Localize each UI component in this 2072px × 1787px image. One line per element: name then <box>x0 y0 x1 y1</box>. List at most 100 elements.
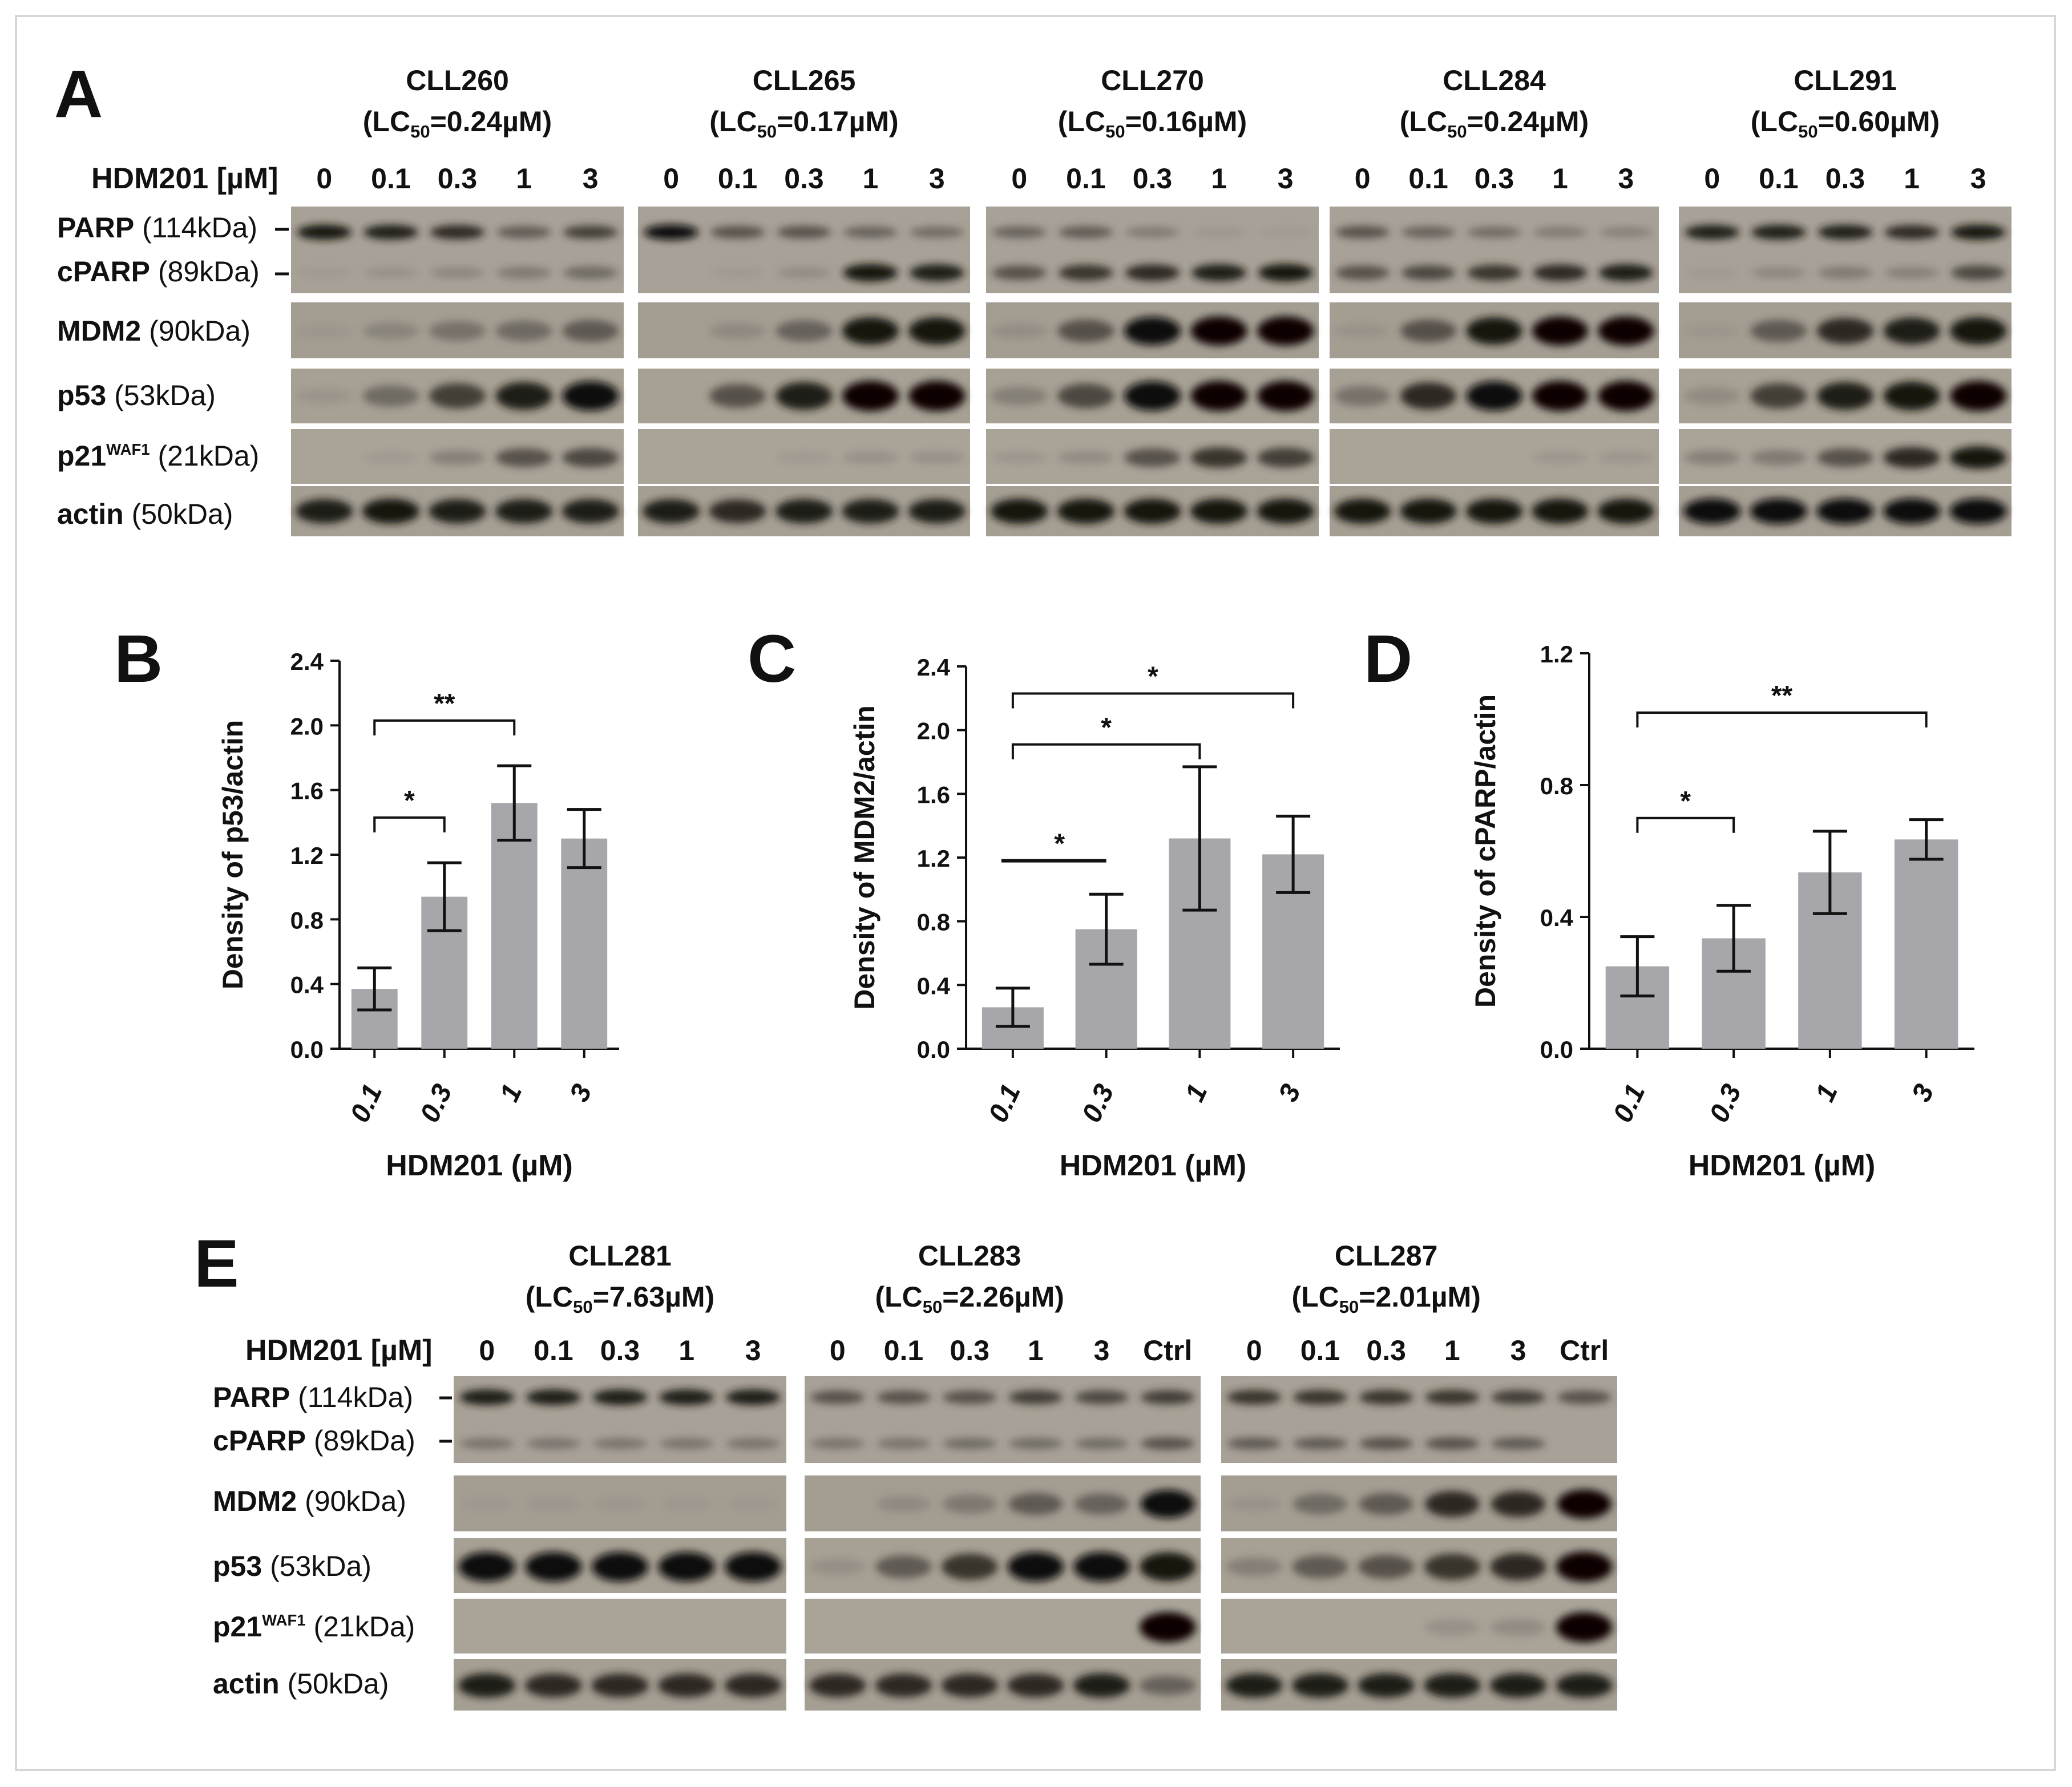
x-axis-label: HDM201 (µM) <box>386 1149 573 1182</box>
band-cparp <box>563 266 618 280</box>
band-parp-e <box>1293 1390 1347 1405</box>
band-parp <box>496 226 551 238</box>
band-parp <box>1598 227 1653 237</box>
dose-e: Ctrl <box>1143 1335 1192 1366</box>
lc-prefix: (LC <box>1058 106 1105 138</box>
x-tick-label: 3 <box>1906 1080 1940 1106</box>
band-mdm2-e <box>1557 1489 1611 1519</box>
band-cparp-e <box>1293 1437 1347 1450</box>
band-actin <box>1190 499 1248 524</box>
band-mdm2 <box>908 317 966 345</box>
band-parp <box>563 225 618 239</box>
marker-name: p53 <box>213 1550 262 1582</box>
band-mdm2 <box>1190 316 1247 346</box>
band-actin <box>1057 499 1115 524</box>
band-cparp <box>1533 264 1588 281</box>
lc-value: =0.17µM) <box>777 106 899 138</box>
band-parp-e <box>877 1390 931 1404</box>
band-cparp-e <box>1359 1437 1413 1450</box>
band-actin <box>991 499 1048 524</box>
patient-id-a: CLL260 <box>406 64 509 96</box>
band-mdm2 <box>362 322 419 340</box>
dose-e: 1 <box>1028 1335 1044 1366</box>
bar <box>561 838 608 1049</box>
dose-a: 0.1 <box>718 163 758 195</box>
band-cparp <box>777 267 831 278</box>
band-actin <box>908 499 966 524</box>
band-cparp-e <box>942 1438 997 1449</box>
band-cparp <box>1467 265 1521 281</box>
band-parp <box>710 226 765 238</box>
band-actin-e <box>1007 1673 1064 1697</box>
x-axis-label: HDM201 (µM) <box>1060 1149 1247 1182</box>
band-actin <box>1949 498 2007 524</box>
band-actin <box>1597 499 1654 524</box>
marker-name: p21 <box>213 1611 262 1643</box>
band-actin <box>1400 499 1457 524</box>
lc-prefix: (LC <box>1400 106 1447 138</box>
band-parp <box>1950 224 2006 240</box>
band-cparp <box>1191 264 1246 281</box>
band-cparp <box>430 267 485 278</box>
marker-name: PARP <box>213 1381 290 1413</box>
blot-actin-strip-e <box>1221 1659 1617 1711</box>
marker-label-p21: p21WAF1 (21kDa) <box>213 1611 415 1643</box>
marker-mw: (114kDa) <box>134 212 257 244</box>
band-actin <box>709 499 766 523</box>
band-actin <box>1883 498 1941 524</box>
marker-mw: (50kDa) <box>124 498 233 530</box>
band-parp <box>777 226 831 238</box>
marker-mw: (21kDa) <box>306 1611 415 1643</box>
band-parp <box>1258 228 1313 236</box>
bar <box>491 803 538 1049</box>
band-mdm2 <box>842 317 899 345</box>
band-mdm2 <box>1334 323 1391 339</box>
band-p53 <box>842 381 899 411</box>
marker-name: cPARP <box>57 256 150 288</box>
band-p21 <box>1190 447 1247 468</box>
dose-a: 0.3 <box>1133 163 1173 195</box>
band-parp-e <box>526 1389 581 1405</box>
y-tick-label: 0.4 <box>290 972 324 998</box>
band-p53 <box>1598 381 1654 411</box>
band-cparp <box>1751 267 1806 278</box>
marker-label-parp: PARP (114kDa) <box>213 1381 413 1413</box>
band-mdm2-e <box>1491 1491 1545 1517</box>
band-actin <box>1683 498 1741 524</box>
lc50-label: (LC50=0.60µM) <box>1751 106 1940 141</box>
band-mdm2 <box>495 320 552 342</box>
x-tick-label: 0.1 <box>1607 1080 1651 1127</box>
band-cparp <box>843 264 898 282</box>
band-p21 <box>1750 450 1807 466</box>
band-parp <box>1817 225 1873 240</box>
sig-label: * <box>1101 713 1112 743</box>
band-actin-e <box>1489 1673 1547 1698</box>
marker-label-p21: p21WAF1 (21kDa) <box>57 440 259 472</box>
panel-letter-C: C <box>748 621 796 697</box>
lc50-label: (LC50=0.16µM) <box>1058 106 1247 141</box>
band-actin <box>643 499 700 524</box>
y-tick-label: 0.8 <box>917 909 950 936</box>
bar <box>1894 839 1958 1049</box>
marker-mw: (89kDa) <box>306 1425 415 1457</box>
x-tick-label: 3 <box>1273 1080 1307 1106</box>
band-cparp <box>297 268 352 278</box>
band-mdm2 <box>1816 318 1874 344</box>
band-cparp <box>992 265 1047 280</box>
marker-label-cparp: cPARP (89kDa) <box>57 256 260 288</box>
dose-e: 3 <box>1094 1335 1110 1366</box>
band-p21 <box>1683 450 1740 466</box>
band-mdm2-e <box>1008 1493 1063 1515</box>
band-actin-e <box>458 1673 516 1698</box>
dose-a: 1 <box>862 163 878 195</box>
marker-name: actin <box>57 498 124 530</box>
band-parp-e <box>1227 1390 1282 1405</box>
band-p53-e <box>591 1552 649 1582</box>
band-p53-e <box>1358 1555 1415 1579</box>
band-parp <box>297 224 352 240</box>
dose-a: 0.3 <box>438 163 478 195</box>
band-cparp-e <box>1227 1437 1282 1450</box>
dose-a: 3 <box>1618 163 1634 195</box>
blot-parp-strip <box>1679 207 2012 293</box>
marker-label-p53: p53 (53kDa) <box>57 379 216 411</box>
